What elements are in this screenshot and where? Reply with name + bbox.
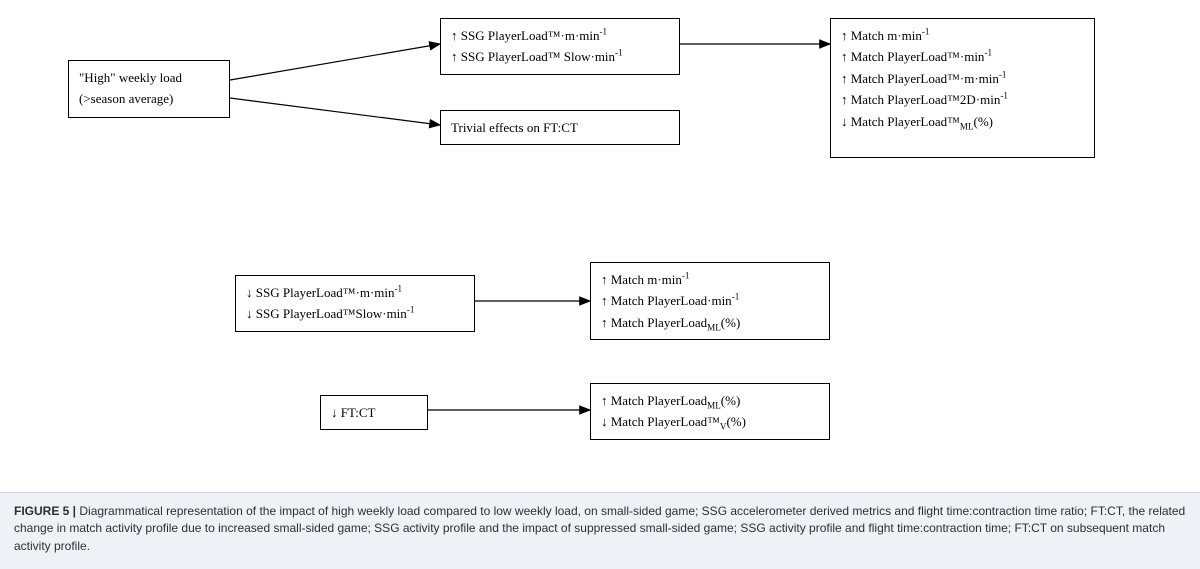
node-ssg-up: ↑ SSG PlayerLoad™·m·min-1↑ SSG PlayerLoa… [440, 18, 680, 75]
node-trivial-ftct: Trivial effects on FT:CT [440, 110, 680, 145]
figure-caption-container: FIGURE 5 | Diagrammatical representation… [0, 492, 1200, 569]
node-ftct-down: ↓ FT:CT [320, 395, 428, 430]
node-match-bot: ↑ Match PlayerLoadML(%)↓ Match PlayerLoa… [590, 383, 830, 440]
figure-caption: FIGURE 5 | Diagrammatical representation… [14, 503, 1186, 555]
figure-caption-label: FIGURE 5 | [14, 504, 79, 518]
node-high-weekly-load: "High" weekly load(>season average) [68, 60, 230, 118]
node-match-mid: ↑ Match m·min-1↑ Match PlayerLoad·min-1↑… [590, 262, 830, 340]
node-match-top: ↑ Match m·min-1↑ Match PlayerLoad™·min-1… [830, 18, 1095, 158]
node-ssg-down: ↓ SSG PlayerLoad™·m·min-1↓ SSG PlayerLoa… [235, 275, 475, 332]
figure-caption-text: Diagrammatical representation of the imp… [14, 504, 1185, 553]
